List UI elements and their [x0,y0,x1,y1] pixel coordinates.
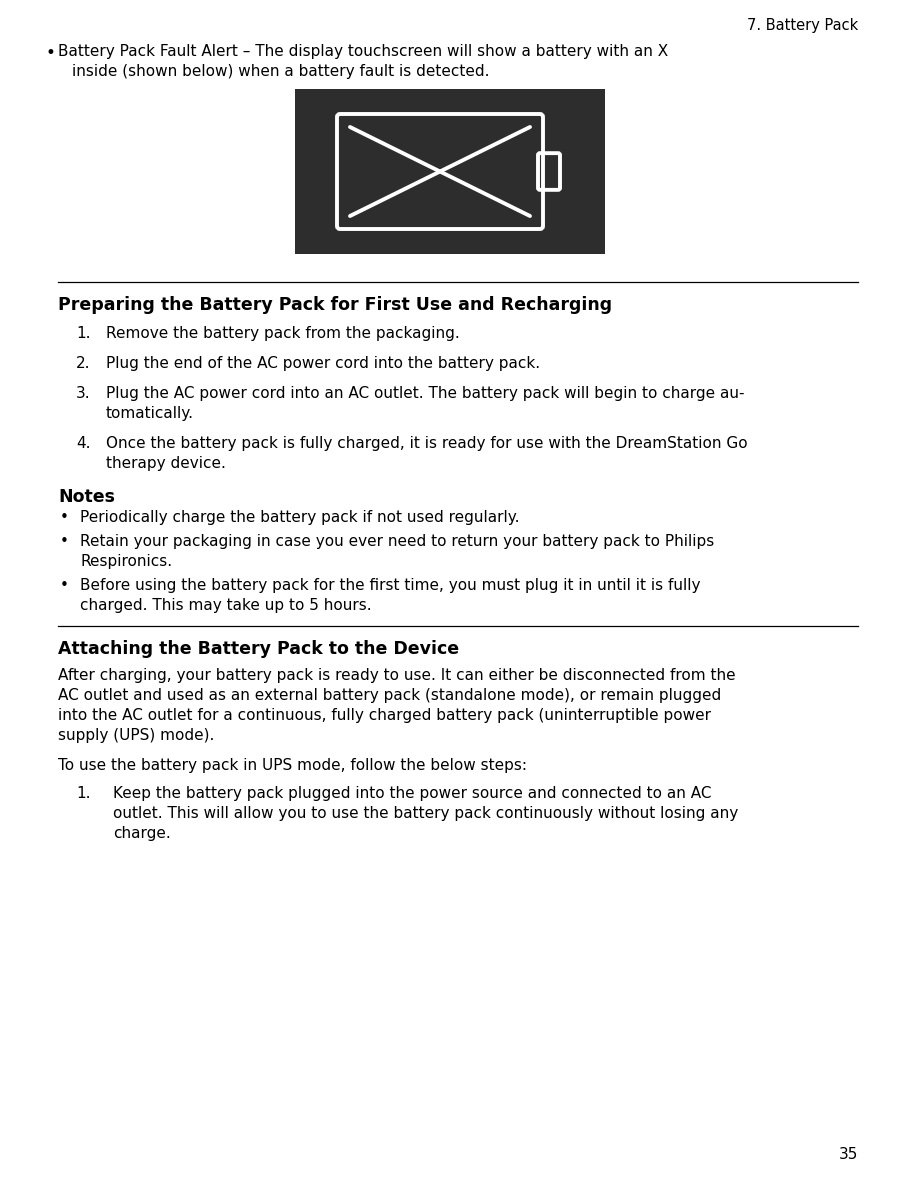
Text: Battery Pack Fault Alert – The display touchscreen will show a battery with an X: Battery Pack Fault Alert – The display t… [58,44,668,59]
Text: •: • [60,534,69,548]
Text: Notes: Notes [58,488,115,506]
Text: 35: 35 [839,1147,858,1162]
Text: •: • [46,44,56,61]
Text: 4.: 4. [76,436,91,452]
Text: inside (shown below) when a battery fault is detected.: inside (shown below) when a battery faul… [72,64,490,79]
Text: 1.: 1. [76,786,91,801]
Text: outlet. This will allow you to use the battery pack continuously without losing : outlet. This will allow you to use the b… [113,806,738,821]
Text: Periodically charge the battery pack if not used regularly.: Periodically charge the battery pack if … [80,509,519,525]
Text: Remove the battery pack from the packaging.: Remove the battery pack from the packagi… [106,326,460,340]
Text: supply (UPS) mode).: supply (UPS) mode). [58,728,214,743]
Text: charged. This may take up to 5 hours.: charged. This may take up to 5 hours. [80,598,372,613]
Text: •: • [60,578,69,593]
Text: Attaching the Battery Pack to the Device: Attaching the Battery Pack to the Device [58,639,459,658]
Text: Once the battery pack is fully charged, it is ready for use with the DreamStatio: Once the battery pack is fully charged, … [106,436,748,452]
Text: 7. Battery Pack: 7. Battery Pack [747,18,858,33]
Text: Retain your packaging in case you ever need to return your battery pack to Phili: Retain your packaging in case you ever n… [80,534,715,548]
Text: AC outlet and used as an external battery pack (standalone mode), or remain plug: AC outlet and used as an external batter… [58,688,721,703]
Text: Keep the battery pack plugged into the power source and connected to an AC: Keep the battery pack plugged into the p… [113,786,712,801]
Text: 2.: 2. [76,356,91,371]
Text: To use the battery pack in UPS mode, follow the below steps:: To use the battery pack in UPS mode, fol… [58,758,527,773]
Text: After charging, your battery pack is ready to use. It can either be disconnected: After charging, your battery pack is rea… [58,668,735,683]
Text: therapy device.: therapy device. [106,456,226,470]
Text: tomatically.: tomatically. [106,405,194,421]
Text: Preparing the Battery Pack for First Use and Recharging: Preparing the Battery Pack for First Use… [58,296,612,314]
Text: Plug the end of the AC power cord into the battery pack.: Plug the end of the AC power cord into t… [106,356,540,371]
Text: 3.: 3. [76,387,91,401]
Text: Before using the battery pack for the ﬁrst time, you must plug it in until it is: Before using the battery pack for the ﬁr… [80,578,700,593]
Text: into the AC outlet for a continuous, fully charged battery pack (uninterruptible: into the AC outlet for a continuous, ful… [58,708,711,723]
Text: charge.: charge. [113,826,171,842]
Text: 1.: 1. [76,326,91,340]
Text: •: • [60,509,69,525]
Bar [295,89,605,254]
Text: Plug the AC power cord into an AC outlet. The battery pack will begin to charge : Plug the AC power cord into an AC outlet… [106,387,744,401]
Text: Respironics.: Respironics. [80,554,172,569]
